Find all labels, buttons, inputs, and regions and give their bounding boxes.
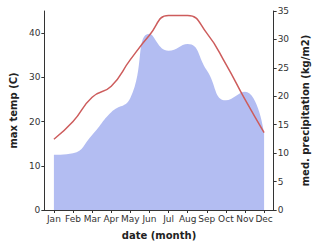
svg-text:15: 15 <box>278 120 289 130</box>
svg-text:10: 10 <box>278 148 290 158</box>
svg-text:35: 35 <box>278 6 289 16</box>
svg-text:Apr: Apr <box>103 214 119 224</box>
svg-text:30: 30 <box>29 72 41 82</box>
svg-text:Sep: Sep <box>198 214 215 224</box>
svg-text:Jun: Jun <box>141 214 156 224</box>
svg-text:25: 25 <box>278 63 289 73</box>
svg-text:date (month): date (month) <box>122 230 196 241</box>
svg-text:20: 20 <box>29 117 41 127</box>
svg-text:30: 30 <box>278 34 290 44</box>
svg-text:Nov: Nov <box>236 214 254 224</box>
svg-text:0: 0 <box>278 205 284 215</box>
svg-text:med. precipitation (kg/m2): med. precipitation (kg/m2) <box>300 35 311 187</box>
svg-text:max temp (C): max temp (C) <box>8 72 19 148</box>
svg-text:Dec: Dec <box>255 214 272 224</box>
svg-text:Jul: Jul <box>162 214 174 224</box>
svg-text:0: 0 <box>35 205 41 215</box>
svg-text:5: 5 <box>278 177 284 187</box>
svg-text:Feb: Feb <box>65 214 81 224</box>
svg-text:May: May <box>121 214 140 224</box>
svg-text:Oct: Oct <box>218 214 234 224</box>
svg-text:20: 20 <box>278 91 290 101</box>
svg-text:10: 10 <box>29 161 41 171</box>
svg-text:40: 40 <box>29 28 41 38</box>
svg-text:Jan: Jan <box>46 214 61 224</box>
svg-text:Aug: Aug <box>179 214 197 224</box>
svg-text:Mar: Mar <box>84 214 101 224</box>
